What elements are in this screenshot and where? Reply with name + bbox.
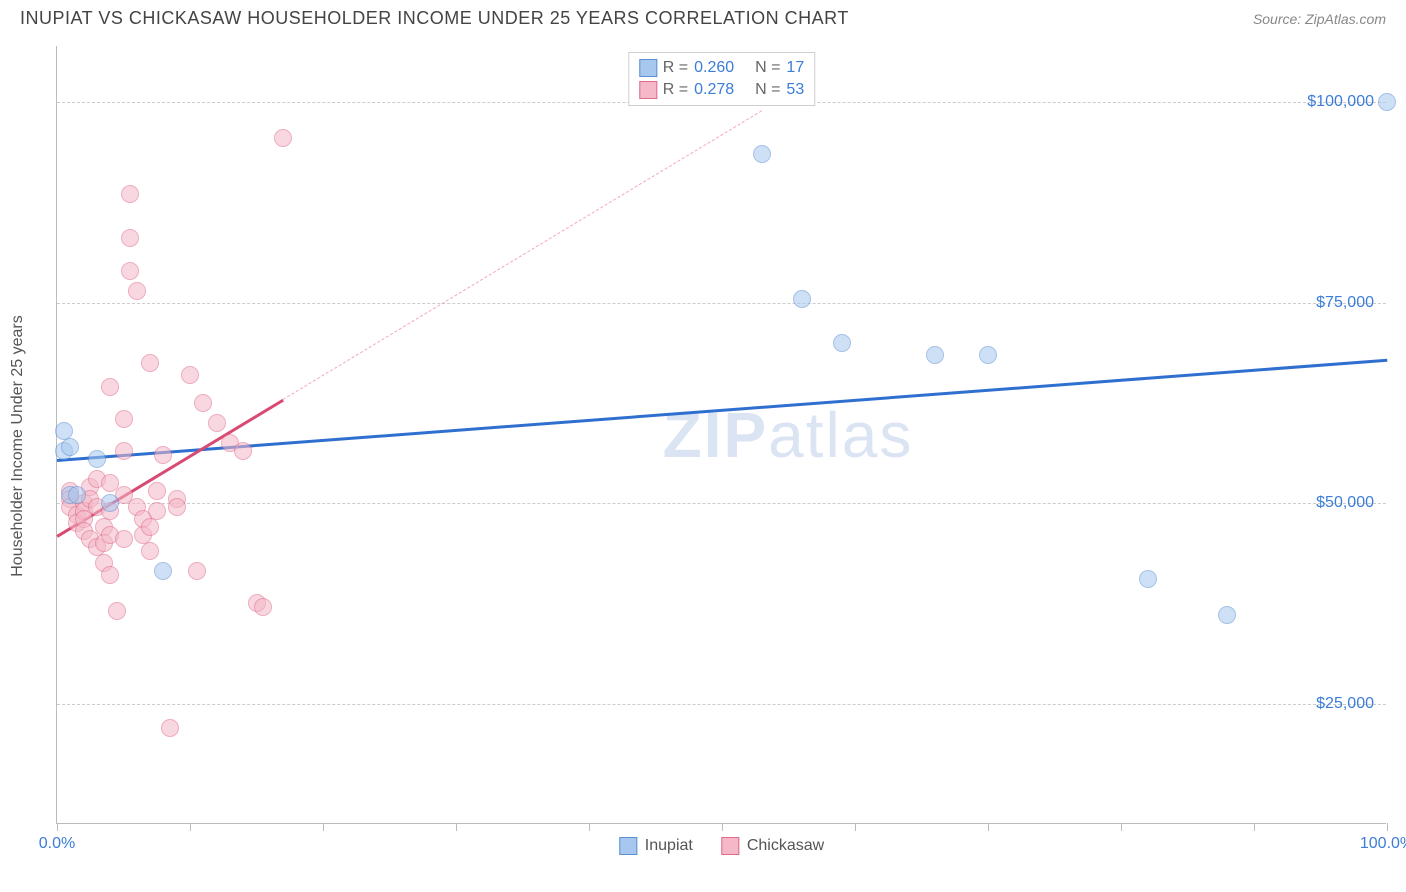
inupiat-point	[68, 486, 86, 504]
x-tick	[323, 823, 324, 831]
chickasaw-point	[154, 446, 172, 464]
legend-label: Inupiat	[645, 837, 693, 855]
chickasaw-point	[274, 129, 292, 147]
chickasaw-point	[194, 394, 212, 412]
chart-title: INUPIAT VS CHICKASAW HOUSEHOLDER INCOME …	[20, 8, 849, 29]
y-tick-label: $100,000	[1307, 93, 1374, 111]
chickasaw-point	[148, 502, 166, 520]
inupiat-point	[753, 145, 771, 163]
inupiat-point	[1139, 570, 1157, 588]
gridline	[57, 503, 1386, 504]
x-tick	[1254, 823, 1255, 831]
inupiat-point	[833, 334, 851, 352]
chickasaw-point	[121, 185, 139, 203]
inupiat-trendline	[57, 359, 1387, 462]
chickasaw-point	[148, 482, 166, 500]
x-tick	[855, 823, 856, 831]
inupiat-point	[979, 346, 997, 364]
legend-label: Chickasaw	[747, 837, 824, 855]
x-tick	[1387, 823, 1388, 831]
chickasaw-trendline-extrapolated	[283, 110, 762, 400]
correlation-legend: R = 0.260 N = 17 R = 0.278 N = 53	[628, 52, 815, 106]
x-tick-label: 100.0%	[1360, 835, 1406, 853]
zipatlas-watermark: ZIPatlas	[663, 398, 914, 472]
x-tick	[988, 823, 989, 831]
legend-row-chickasaw: R = 0.278 N = 53	[639, 79, 804, 101]
chickasaw-point	[141, 354, 159, 372]
chickasaw-point	[188, 562, 206, 580]
chickasaw-point	[121, 229, 139, 247]
chickasaw-point	[254, 598, 272, 616]
swatch-inupiat	[639, 59, 657, 77]
chickasaw-point	[128, 282, 146, 300]
legend-item-inupiat: Inupiat	[619, 837, 693, 855]
y-tick-label: $50,000	[1316, 494, 1374, 512]
gridline	[57, 303, 1386, 304]
legend-row-inupiat: R = 0.260 N = 17	[639, 57, 804, 79]
chickasaw-point	[234, 442, 252, 460]
y-axis-label: Householder Income Under 25 years	[9, 315, 27, 576]
x-tick	[456, 823, 457, 831]
x-tick-label: 0.0%	[39, 835, 75, 853]
inupiat-point	[154, 562, 172, 580]
chickasaw-point	[121, 262, 139, 280]
chickasaw-point	[115, 410, 133, 428]
chickasaw-point	[101, 378, 119, 396]
inupiat-point	[1218, 606, 1236, 624]
swatch-chickasaw	[639, 81, 657, 99]
gridline	[57, 704, 1386, 705]
x-tick	[190, 823, 191, 831]
x-tick	[589, 823, 590, 831]
x-tick	[57, 823, 58, 831]
series-legend: Inupiat Chickasaw	[619, 837, 824, 855]
plot-area: ZIPatlas $25,000$50,000$75,000$100,000 0…	[56, 46, 1386, 824]
chickasaw-point	[168, 498, 186, 516]
inupiat-point	[926, 346, 944, 364]
legend-item-chickasaw: Chickasaw	[721, 837, 824, 855]
source-attribution: Source: ZipAtlas.com	[1253, 11, 1386, 27]
chart-header: INUPIAT VS CHICKASAW HOUSEHOLDER INCOME …	[0, 0, 1406, 33]
inupiat-point	[101, 494, 119, 512]
chickasaw-point	[141, 542, 159, 560]
inupiat-point	[793, 290, 811, 308]
chickasaw-point	[115, 442, 133, 460]
x-tick	[722, 823, 723, 831]
swatch-inupiat	[619, 837, 637, 855]
inupiat-point	[1378, 93, 1396, 111]
chickasaw-point	[181, 366, 199, 384]
inupiat-point	[88, 450, 106, 468]
chickasaw-point	[141, 518, 159, 536]
chickasaw-point	[101, 566, 119, 584]
y-tick-label: $25,000	[1316, 695, 1374, 713]
chickasaw-point	[208, 414, 226, 432]
y-tick-label: $75,000	[1316, 294, 1374, 312]
x-tick	[1121, 823, 1122, 831]
swatch-chickasaw	[721, 837, 739, 855]
chickasaw-point	[161, 719, 179, 737]
inupiat-point	[61, 438, 79, 456]
chickasaw-point	[115, 530, 133, 548]
chickasaw-point	[108, 602, 126, 620]
